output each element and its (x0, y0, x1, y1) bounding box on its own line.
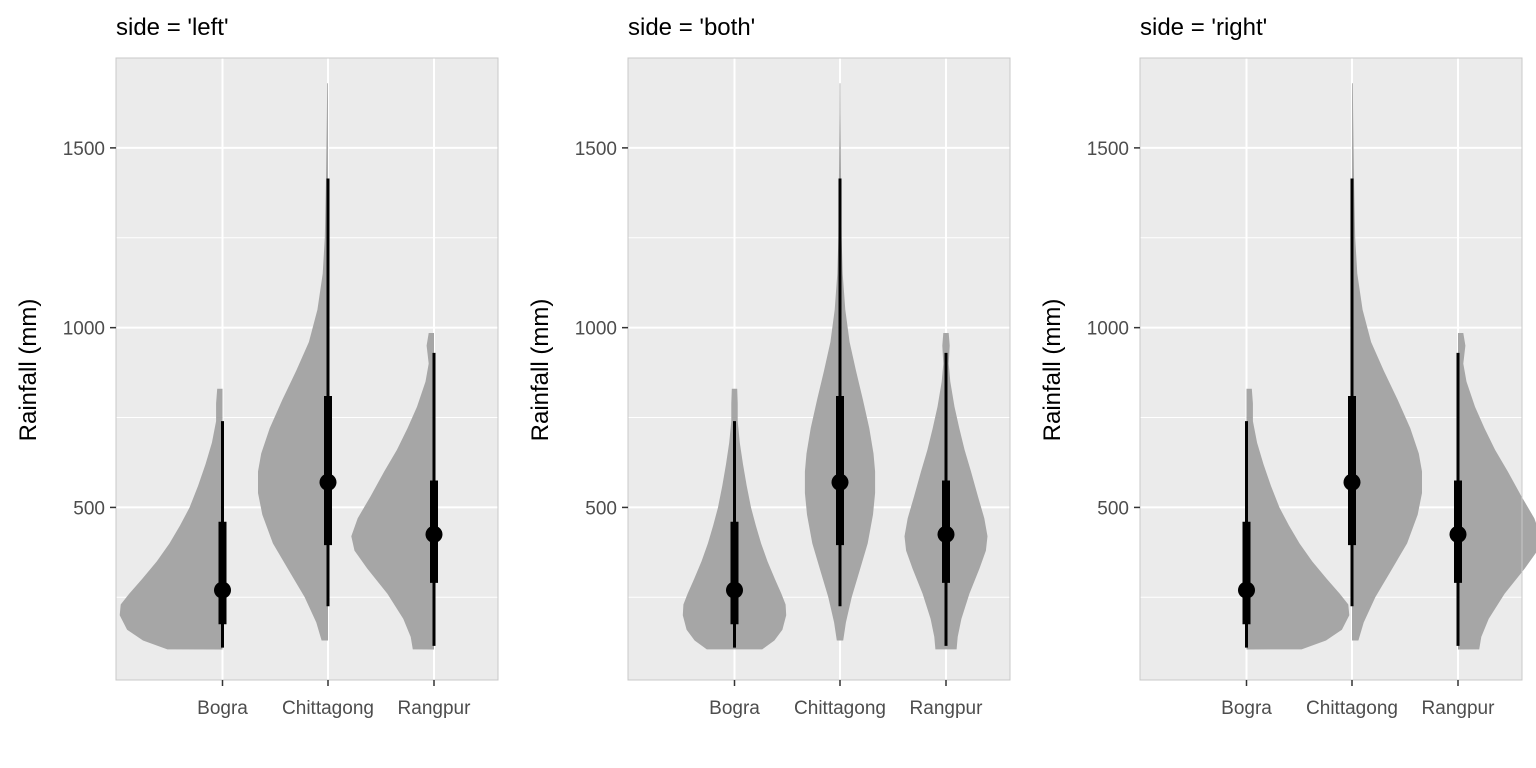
median-point-rangpur (937, 525, 955, 543)
x-tick-label: Bogra (709, 698, 760, 719)
y-tick-label: 1500 (1087, 139, 1129, 160)
x-tick-label: Chittagong (282, 698, 374, 719)
panel-title: side = 'both' (628, 14, 755, 41)
violin-bogra (1246, 388, 1350, 650)
panel-title: side = 'left' (116, 14, 229, 41)
median-point-rangpur (1449, 525, 1467, 543)
violin-chittagong (258, 83, 328, 641)
median-point-chittagong (1343, 473, 1361, 491)
y-tick-label: 1500 (63, 139, 105, 160)
median-point-chittagong (831, 473, 849, 491)
median-point-rangpur (425, 525, 443, 543)
x-tick-label: Chittagong (794, 698, 886, 719)
panel-border (115, 57, 499, 681)
median-point-bogra (1238, 581, 1255, 599)
panel-border (627, 57, 1011, 681)
y-tick-label: 1500 (575, 139, 617, 160)
x-tick-label: Bogra (1221, 698, 1272, 719)
facet-panel-left: side = 'left' Rainfall (mm) 500 1000 1500 B… (15, 14, 499, 719)
y-axis-title: Rainfall (mm) (1039, 299, 1066, 442)
x-tick-label: Rangpur (910, 698, 984, 719)
x-tick-label: Rangpur (398, 698, 472, 719)
x-tick-label: Bogra (197, 698, 248, 719)
panel-title: side = 'right' (1140, 14, 1267, 41)
y-axis-title: Rainfall (mm) (527, 299, 554, 442)
facet-panel-right: side = 'right' Rainfall (mm) 500 1000 1500… (1039, 14, 1536, 719)
violin-chittagong (1352, 83, 1422, 641)
median-point-chittagong (319, 473, 337, 491)
y-axis-title: Rainfall (mm) (15, 299, 42, 442)
violin-rangpur (351, 333, 434, 650)
y-tick-label: 500 (585, 498, 617, 519)
y-tick-label: 1000 (1087, 319, 1129, 340)
y-tick-label: 1000 (575, 319, 617, 340)
facet-panel-both: side = 'both' Rainfall (mm) 500 1000 1500 B… (527, 14, 1011, 719)
panel-border (1139, 57, 1523, 681)
x-tick-label: Chittagong (1306, 698, 1398, 719)
y-tick-label: 1000 (63, 319, 105, 340)
x-tick-label: Rangpur (1422, 698, 1496, 719)
y-tick-label: 500 (73, 498, 105, 519)
violin-bogra (119, 388, 223, 650)
median-point-bogra (214, 581, 231, 599)
violin-rangpur (1458, 333, 1536, 650)
y-tick-label: 500 (1097, 498, 1129, 519)
median-point-bogra (726, 581, 743, 599)
